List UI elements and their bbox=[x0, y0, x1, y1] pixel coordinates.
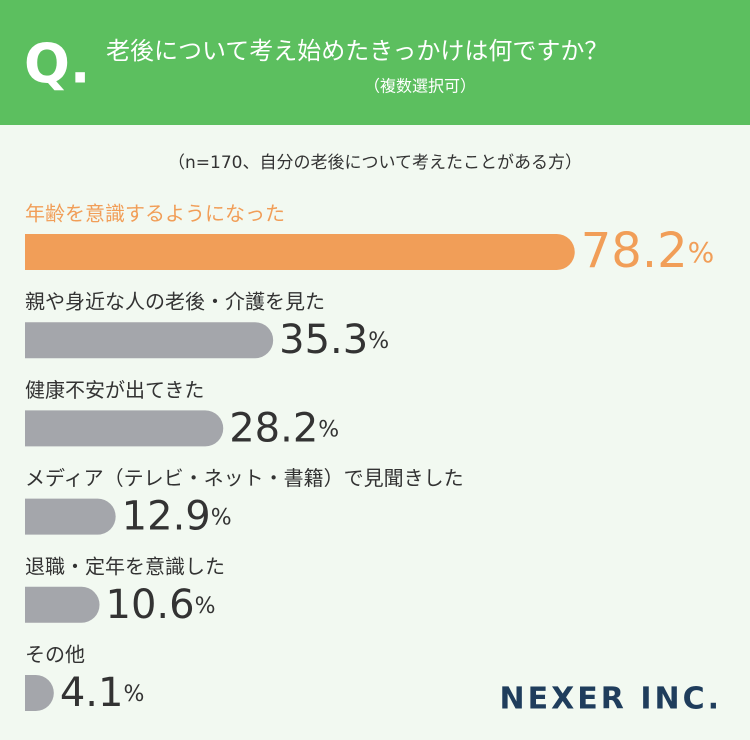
value-label: 4.1% bbox=[60, 670, 145, 716]
category-label: 退職・定年を意識した bbox=[25, 554, 225, 578]
note: （n=170、自分の老後について考えたことがある方） bbox=[168, 153, 582, 173]
brand: NEXER INC. bbox=[500, 682, 722, 717]
category-label: メディア（テレビ・ネット・書籍）で見聞きした bbox=[25, 466, 464, 490]
bar bbox=[25, 498, 116, 535]
category-label: 年齢を意識するようになった bbox=[25, 202, 285, 226]
bar bbox=[25, 322, 274, 359]
bar bbox=[25, 410, 224, 447]
value-label: 35.3% bbox=[279, 317, 389, 363]
value-label: 28.2% bbox=[229, 405, 339, 451]
category-label: その他 bbox=[25, 643, 85, 667]
category-label: 親や身近な人の老後・介護を見た bbox=[25, 290, 325, 314]
q-mark: Q. bbox=[24, 33, 90, 96]
bar bbox=[25, 586, 100, 623]
category-label: 健康不安が出てきた bbox=[25, 378, 204, 402]
bar bbox=[25, 234, 575, 270]
value-label: 12.9% bbox=[122, 494, 232, 540]
chart-subtitle: （複数選択可） bbox=[364, 77, 476, 96]
header bbox=[0, 0, 750, 125]
bar bbox=[25, 675, 54, 711]
value-label: 10.6% bbox=[106, 582, 216, 628]
value-label: 78.2% bbox=[581, 223, 714, 279]
chart-title: 老後について考え始めたきっかけは何ですか？ bbox=[106, 37, 608, 65]
